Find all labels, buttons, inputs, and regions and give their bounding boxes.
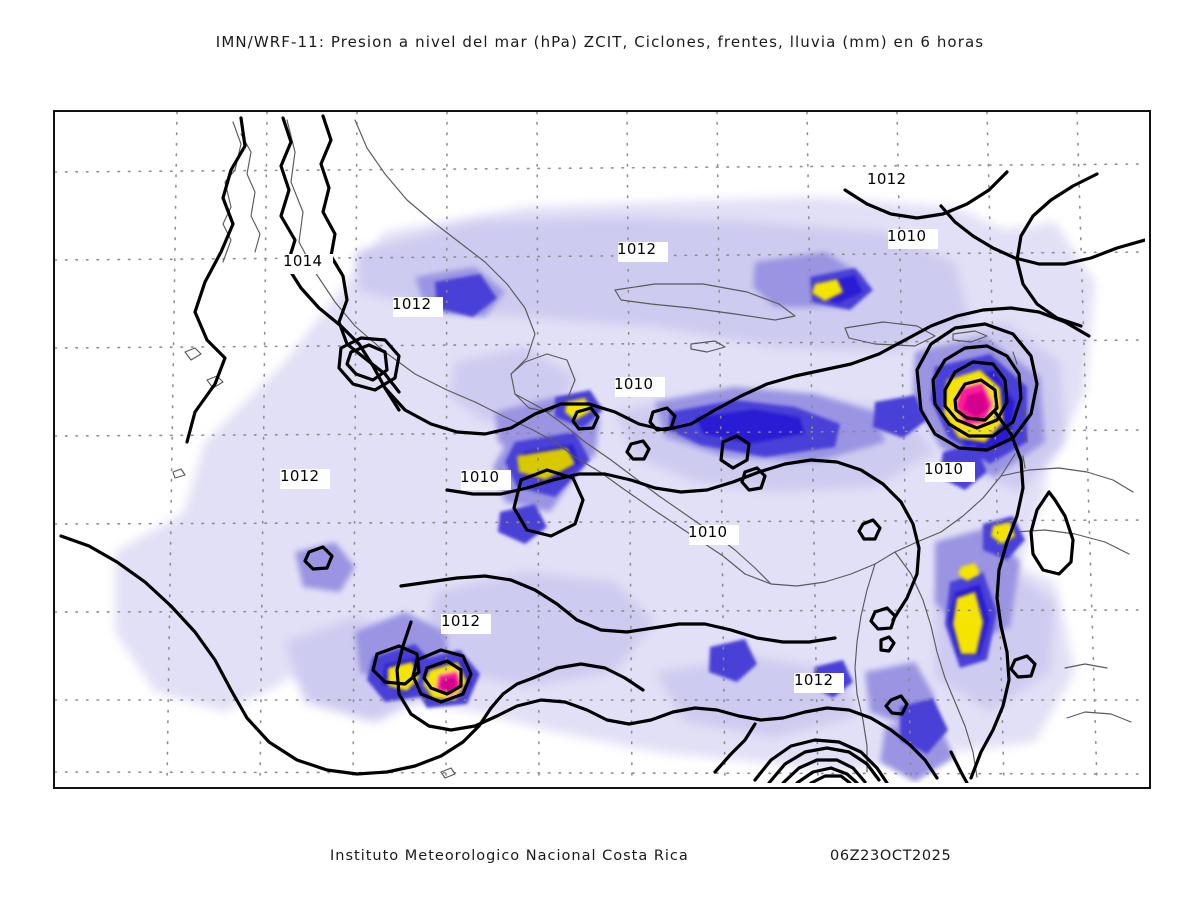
isobar-label-1012-south: 1012 [441, 612, 481, 630]
isobar-label-gaps [280, 172, 975, 693]
footer-valid-time: 06Z23OCT2025 [830, 848, 952, 864]
isobar-label-1010-pacific-ca: 1010 [460, 468, 500, 486]
isobar-label-1010-colombia: 1010 [924, 460, 964, 478]
isobar-contours [59, 114, 1145, 783]
isobar-label-1010-panama: 1010 [688, 523, 728, 541]
isobar-label-1010-caribbean: 1010 [614, 375, 654, 393]
chart-title: IMN/WRF-11: Presion a nivel del mar (hPa… [215, 33, 985, 51]
isobar-label-1012-southeast: 1012 [794, 671, 834, 689]
isobar-label-1014-nw: 1014 [283, 252, 323, 270]
isobar-label-1012-atlantic: 1012 [867, 170, 907, 188]
isobar-label-1012-epacific: 1012 [280, 467, 320, 485]
map-plot-frame: 1014 1012 1012 1012 1010 1010 1010 1010 … [53, 110, 1151, 789]
weather-map-canvas [55, 112, 1145, 783]
isobar-label-1012-mexico: 1012 [392, 295, 432, 313]
coastlines [172, 119, 1134, 779]
isobar-label-1010-hispaniola: 1010 [887, 227, 927, 245]
footer-institute: Instituto Meteorologico Nacional Costa R… [330, 848, 689, 864]
isobar-label-1012-cuba: 1012 [617, 240, 657, 258]
